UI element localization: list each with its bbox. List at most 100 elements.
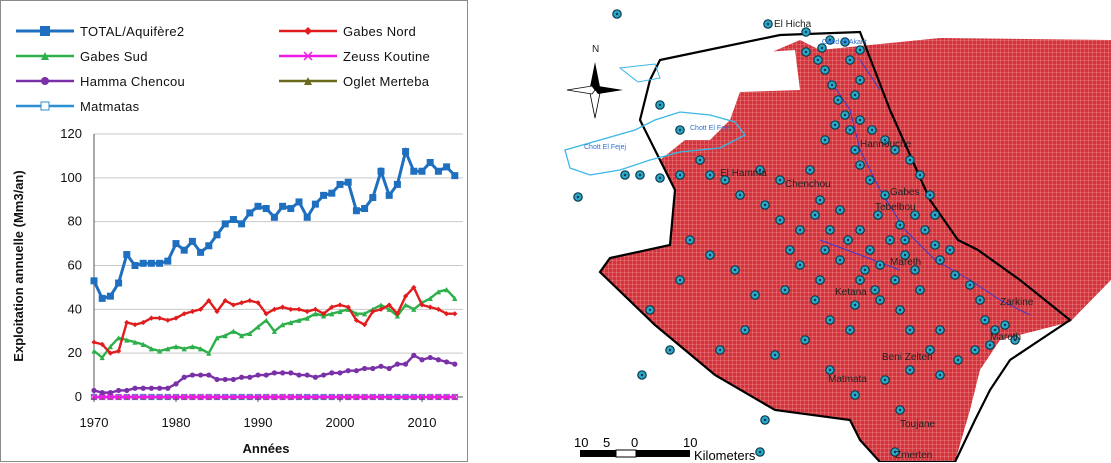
well-center xyxy=(758,168,762,172)
data-point xyxy=(247,374,253,380)
legend-marker xyxy=(40,101,50,111)
data-point xyxy=(197,248,205,256)
well-center xyxy=(743,328,747,332)
well-center xyxy=(973,348,977,352)
data-point xyxy=(328,189,336,197)
data-point xyxy=(378,302,384,308)
data-point xyxy=(435,289,441,295)
data-point xyxy=(279,393,286,401)
data-point xyxy=(452,361,458,367)
data-point xyxy=(189,372,195,378)
data-point xyxy=(213,231,221,239)
legend-marker xyxy=(41,77,49,85)
data-point xyxy=(157,348,163,354)
well-center xyxy=(804,50,808,54)
data-point xyxy=(230,302,236,308)
well-center xyxy=(853,303,857,307)
data-point xyxy=(287,393,294,401)
well-center xyxy=(846,238,850,242)
data-point xyxy=(132,385,138,391)
data-point xyxy=(165,346,171,352)
x-tick-label: 1980 xyxy=(162,415,191,430)
north-label: N xyxy=(592,44,599,55)
data-point xyxy=(394,361,400,367)
data-point xyxy=(255,324,261,330)
place-label: Toujane xyxy=(900,419,935,430)
data-point xyxy=(205,393,212,401)
data-point xyxy=(280,322,286,328)
data-point xyxy=(198,306,204,312)
data-point xyxy=(173,381,179,387)
data-point xyxy=(140,385,146,391)
well-center xyxy=(658,176,662,180)
data-point xyxy=(337,308,343,315)
well-center xyxy=(873,288,877,292)
well-center xyxy=(883,378,887,382)
data-point xyxy=(173,315,179,321)
data-point xyxy=(304,372,310,378)
legend-entry: Oglet Merteba xyxy=(279,74,429,89)
map-place-labels: El Hicha Oued El Akarit Chott El Fejej Chot… xyxy=(584,19,1034,461)
well-center xyxy=(820,46,824,50)
data-point xyxy=(304,308,310,315)
data-point xyxy=(131,262,139,269)
place-label: Chott El Fejej xyxy=(584,144,626,151)
data-point xyxy=(230,393,237,401)
series-line xyxy=(93,288,456,360)
well-center xyxy=(778,218,782,222)
data-point xyxy=(435,357,441,363)
well-center xyxy=(853,148,857,152)
data-point xyxy=(188,237,196,245)
well-center xyxy=(763,418,767,422)
data-point xyxy=(123,251,131,259)
data-point xyxy=(247,297,253,304)
data-point xyxy=(106,292,114,300)
data-point xyxy=(410,393,417,401)
north-arrow-icon xyxy=(566,62,623,119)
y-tick-label: 120 xyxy=(60,126,82,141)
y-tick-label: 100 xyxy=(60,170,82,185)
data-point xyxy=(148,315,154,321)
data-point xyxy=(189,308,195,315)
well-center xyxy=(1003,323,1007,327)
data-point xyxy=(411,284,417,291)
data-point xyxy=(369,393,376,401)
scale-label: 0 xyxy=(631,435,638,450)
data-point xyxy=(197,393,204,401)
x-tick-label: 2010 xyxy=(408,415,437,430)
well-center xyxy=(858,118,862,122)
well-center xyxy=(708,173,712,177)
data-point xyxy=(427,304,433,310)
data-point xyxy=(165,385,171,391)
legend-marker xyxy=(304,77,312,85)
well-center xyxy=(638,173,642,177)
data-point xyxy=(214,308,220,315)
chott-el-fejej-2 xyxy=(618,63,661,83)
data-point xyxy=(238,393,245,401)
data-point xyxy=(411,352,417,358)
well-center xyxy=(733,268,737,272)
well-center xyxy=(678,128,682,132)
data-point xyxy=(262,205,270,213)
well-center xyxy=(763,203,767,207)
well-center xyxy=(816,58,820,62)
well-center xyxy=(836,98,840,102)
data-point xyxy=(345,304,351,310)
scale-label: 10 xyxy=(574,435,588,450)
data-point xyxy=(353,393,360,401)
well-center xyxy=(823,248,827,252)
data-point xyxy=(451,172,459,180)
data-point xyxy=(99,393,106,401)
data-point xyxy=(320,191,328,199)
data-point xyxy=(321,372,327,378)
data-point xyxy=(328,393,335,401)
series-line xyxy=(92,146,456,301)
well-center xyxy=(876,213,880,217)
well-center xyxy=(813,213,817,217)
well-center xyxy=(804,30,808,34)
legend-entry: TOTAL/Aquifère2 xyxy=(16,24,184,39)
data-point xyxy=(98,294,106,302)
well-center xyxy=(883,138,887,142)
x-tick-label: 2000 xyxy=(326,415,355,430)
well-center xyxy=(788,248,792,252)
